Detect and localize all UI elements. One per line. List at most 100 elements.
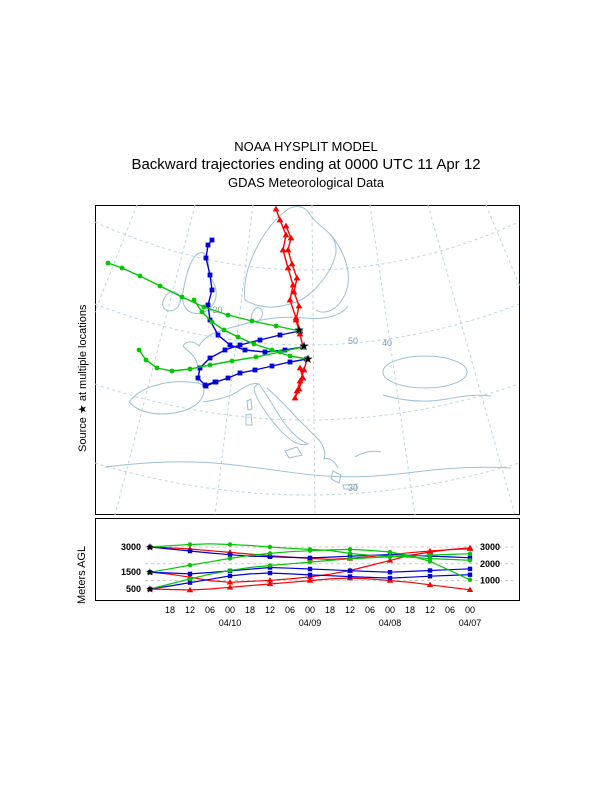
trajectory-path-red-b	[285, 225, 304, 348]
trajectory-marker	[273, 323, 279, 329]
trajectory-marker	[295, 385, 303, 392]
trajectory-marker	[229, 358, 235, 364]
trajectory-marker	[209, 319, 215, 325]
trajectory-path-green-a	[107, 262, 301, 332]
trajectory-marker	[293, 274, 301, 281]
altitude-marker	[307, 555, 313, 561]
meridian-line	[95, 205, 138, 314]
trajectory-marker	[205, 302, 211, 308]
trajectory-marker	[227, 342, 233, 348]
altitude-marker	[227, 556, 233, 561]
trajectory-marker	[276, 216, 284, 223]
trajectory-marker	[290, 288, 298, 295]
trajectory-marker	[136, 347, 142, 353]
trajectory-marker	[295, 302, 303, 309]
altitude-marker	[227, 573, 233, 579]
altitude-right-tick: 2000	[480, 559, 500, 569]
time-tick-label: 06	[365, 605, 375, 615]
map-border	[95, 205, 520, 515]
map-source-layer: ★★★	[294, 323, 314, 366]
time-tick-label: 18	[325, 605, 335, 615]
trajectory-marker	[277, 332, 283, 338]
coast-corsica	[246, 398, 253, 411]
time-tick-label: 12	[185, 605, 195, 615]
altitude-marker	[467, 558, 473, 563]
altitude-marker	[226, 579, 234, 585]
trajectory-marker	[191, 297, 197, 303]
altitude-marker	[187, 562, 193, 568]
meridian-line	[485, 205, 520, 289]
altitude-marker	[347, 556, 353, 561]
met-data-title: GDAS Meteorological Data	[227, 175, 385, 190]
source-side-label: Source ★ at multiple locations	[77, 304, 89, 452]
altitude-marker	[267, 570, 273, 576]
trajectory-marker	[269, 363, 275, 369]
trajectory-marker	[262, 349, 268, 355]
trajectory-marker	[287, 359, 293, 365]
trajectory-marker	[286, 296, 294, 303]
coast-mediterranean-france	[202, 383, 260, 403]
trajectory-marker	[179, 294, 185, 300]
trajectory-marker	[197, 365, 203, 371]
altitude-marker	[187, 571, 193, 577]
trajectory-marker	[304, 356, 310, 362]
start-height-star: ★	[146, 568, 155, 579]
trajectory-marker	[279, 246, 287, 253]
altitude-marker	[147, 570, 153, 575]
trajectory-marker	[292, 316, 300, 323]
altitude-marker	[307, 566, 313, 572]
coast-sardinia	[245, 413, 253, 426]
altitude-grid-layer	[145, 546, 513, 582]
parallel-line	[95, 383, 520, 421]
trajectory-marker	[269, 347, 275, 353]
altitude-marker	[267, 563, 273, 568]
altitude-marker	[187, 548, 193, 554]
trajectory-marker	[282, 347, 288, 353]
time-tick-label: 12	[345, 605, 355, 615]
trajectory-marker	[297, 328, 303, 334]
coast-baltic-south	[244, 305, 349, 325]
altitude-marker	[426, 581, 434, 587]
trajectory-marker	[222, 347, 228, 353]
altitude-marker	[387, 549, 393, 555]
time-tick-label: 18	[165, 605, 175, 615]
altitude-right-tick: 1000	[480, 576, 500, 586]
model-title: NOAA HYSPLIT MODEL	[234, 139, 378, 154]
meters-agl-label: Meters AGL	[76, 545, 88, 604]
coast-atlantic-france	[182, 321, 252, 384]
trajectory-marker	[291, 394, 299, 401]
trajectory-marker	[288, 260, 296, 267]
date-label: 04/10	[219, 618, 242, 628]
graticule-label: -20	[209, 305, 222, 315]
trajectory-marker	[282, 231, 290, 238]
altitude-marker	[266, 577, 274, 583]
altitude-marker	[147, 586, 153, 592]
trajectory-marker	[143, 357, 149, 363]
altitude-marker	[267, 554, 273, 559]
trajectory-marker	[119, 265, 125, 271]
altitude-marker	[467, 572, 473, 577]
parallel-line	[95, 221, 520, 271]
altitude-marker	[467, 566, 473, 572]
altitude-marker	[267, 551, 273, 556]
coast-iberia	[128, 381, 205, 415]
trajectory-marker	[242, 347, 248, 353]
trajectory-marker	[207, 355, 213, 361]
altitude-marker	[267, 544, 273, 550]
altitude-marker	[266, 580, 274, 587]
time-tick-label: 18	[405, 605, 415, 615]
trajectory-marker	[209, 237, 215, 243]
trajectory-marker	[300, 344, 306, 350]
time-tick-label: 00	[305, 605, 315, 615]
altitude-marker	[307, 572, 313, 578]
altitude-left-tick: 1500	[121, 567, 141, 577]
trajectory-marker	[296, 330, 304, 337]
trajectory-marker	[299, 374, 307, 381]
source-star: ★	[294, 323, 305, 337]
graticule-label: 40	[382, 338, 392, 348]
altitude-marker	[187, 542, 193, 547]
date-label: 04/09	[299, 618, 322, 628]
trajectory-marker	[199, 309, 205, 315]
trajectory-marker	[169, 368, 175, 374]
trajectory-path-blue-a	[197, 330, 301, 386]
